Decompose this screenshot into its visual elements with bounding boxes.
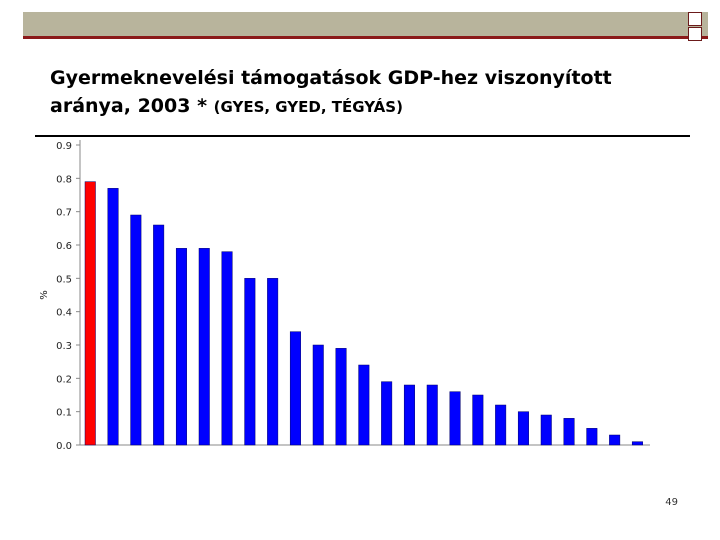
bar	[335, 348, 347, 446]
y-tick-label: 0.7	[56, 208, 72, 219]
bar	[540, 414, 552, 446]
bar	[198, 248, 210, 446]
y-tick-label: 0.4	[56, 308, 72, 319]
bar	[358, 364, 370, 446]
bar	[586, 428, 598, 446]
bar	[244, 278, 256, 446]
bar	[289, 331, 301, 446]
bar	[381, 381, 393, 446]
decor-square-bottom	[688, 27, 702, 41]
bar	[175, 248, 187, 446]
bar	[153, 224, 165, 446]
bar	[631, 441, 643, 446]
bar	[267, 278, 279, 446]
bar	[609, 434, 621, 446]
bar	[221, 251, 233, 446]
bar	[130, 214, 142, 446]
bar	[472, 394, 484, 446]
y-tick-label: 0.3	[56, 341, 72, 352]
decor-square-top	[688, 12, 702, 26]
y-tick-label: 0.2	[56, 374, 72, 385]
bar	[563, 418, 575, 446]
bar	[426, 384, 438, 446]
y-axis-label: %	[39, 290, 50, 300]
title-rule	[35, 135, 690, 137]
bar	[403, 384, 415, 446]
header-bar	[23, 12, 708, 39]
title-sub: (GYES, GYED, TÉGYÁS)	[213, 98, 403, 116]
title-main: Gyermeknevelési támogatások GDP-hez visz…	[50, 67, 612, 117]
page-number: 49	[665, 497, 678, 508]
bar	[312, 344, 324, 446]
y-tick-label: 0.9	[56, 141, 72, 152]
bar	[517, 411, 529, 446]
y-tick-label: 0.6	[56, 241, 72, 252]
slide-title: Gyermeknevelési támogatások GDP-hez visz…	[50, 64, 690, 121]
bar	[495, 404, 507, 446]
y-tick-label: 0.1	[56, 408, 72, 419]
y-tick-label: 0.8	[56, 174, 72, 185]
bar	[84, 181, 96, 446]
y-tick-label: 0.0	[56, 441, 72, 452]
y-tick-label: 0.5	[56, 274, 72, 285]
bar	[107, 188, 119, 446]
bar	[449, 391, 461, 446]
